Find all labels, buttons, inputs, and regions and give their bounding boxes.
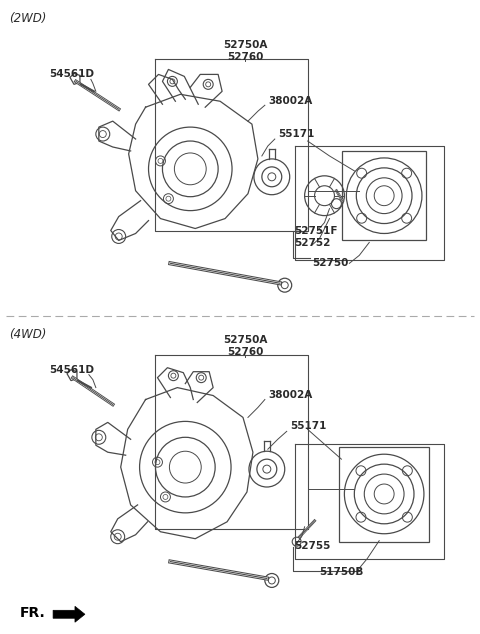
Text: 52751F: 52751F (295, 226, 338, 236)
Text: FR.: FR. (19, 606, 45, 620)
Text: 54561D: 54561D (49, 70, 94, 79)
Bar (342, 151, 426, 240)
Text: 52760: 52760 (227, 347, 263, 357)
Text: 38002A: 38002A (268, 96, 312, 107)
Text: 52750: 52750 (312, 258, 349, 268)
Text: (4WD): (4WD) (9, 328, 47, 341)
Text: (2WD): (2WD) (9, 12, 47, 25)
Text: 52752: 52752 (295, 238, 331, 249)
Text: 51750B: 51750B (320, 567, 364, 576)
Bar (339, 447, 429, 541)
Text: 52760: 52760 (227, 51, 263, 61)
Polygon shape (53, 606, 85, 622)
Text: 52755: 52755 (295, 541, 331, 551)
Text: 38002A: 38002A (268, 389, 312, 399)
Text: 52750A: 52750A (223, 335, 267, 345)
Text: 55171: 55171 (290, 422, 326, 431)
Text: 52750A: 52750A (223, 39, 267, 49)
Text: 55171: 55171 (278, 129, 314, 139)
Polygon shape (67, 370, 77, 380)
Text: 54561D: 54561D (49, 365, 94, 375)
Polygon shape (70, 74, 80, 84)
